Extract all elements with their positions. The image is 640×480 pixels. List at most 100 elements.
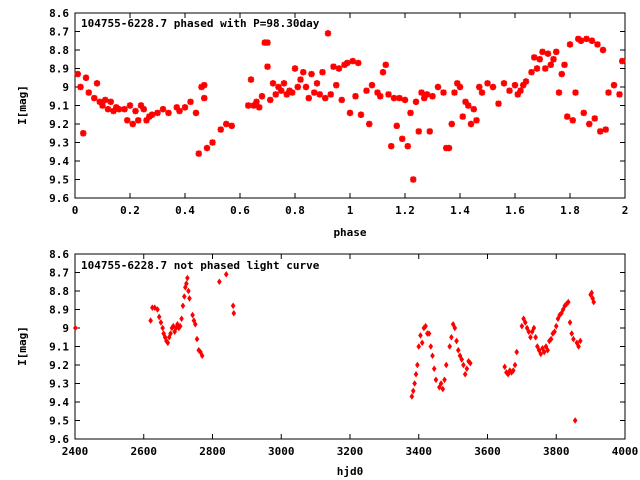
y-tick-label: 9.1	[49, 100, 69, 113]
data-point	[363, 87, 370, 94]
x-axis-label: hjd0	[337, 465, 364, 478]
data-point	[574, 339, 580, 347]
data-point	[454, 337, 459, 345]
data-point	[256, 104, 263, 111]
data-point	[536, 56, 543, 63]
data-point	[421, 94, 428, 102]
data-point	[443, 361, 449, 369]
data-point	[181, 104, 189, 111]
x-tick-label: 2800	[199, 445, 226, 458]
data-point	[478, 89, 486, 96]
data-point	[519, 322, 525, 330]
data-point	[313, 80, 321, 87]
data-point	[324, 30, 332, 37]
data-point	[426, 128, 433, 135]
y-tick-label: 9	[62, 81, 69, 94]
data-point	[195, 150, 202, 157]
data-point	[569, 330, 575, 337]
data-point	[511, 81, 519, 89]
data-point	[433, 376, 439, 384]
data-point	[572, 89, 579, 96]
chart-title: 104755-6228.7 not phased light curve	[81, 259, 320, 272]
x-tick-label: 0.4	[175, 204, 195, 217]
data-point	[393, 122, 400, 130]
data-point	[571, 335, 576, 343]
data-point	[528, 69, 535, 76]
data-point	[586, 120, 593, 128]
data-point	[566, 41, 574, 48]
data-point	[531, 324, 537, 332]
data-point	[366, 120, 373, 128]
data-point	[576, 343, 581, 350]
data-point	[192, 109, 200, 117]
data-point	[591, 115, 598, 122]
data-point	[278, 87, 285, 94]
data-point	[464, 365, 470, 372]
data-point	[447, 343, 452, 350]
phased-light-curve-panel: 0 0.2 0.4 0.6 0.8 1 1.2 1.4 1.6 1.8 2 8.6 8.7 8.8 8.9…	[16, 7, 628, 239]
data-point	[269, 80, 277, 87]
y-tick-label: 9.1	[49, 341, 69, 354]
data-point	[184, 280, 189, 287]
data-point	[396, 94, 403, 102]
y-tick-label: 9.4	[49, 155, 69, 168]
y-tick-labels: 8.6 8.7 8.8 8.9 9 9.1 9.2 9.3 9.4 9.5 9.6	[49, 7, 69, 205]
data-point	[506, 87, 513, 94]
data-point	[91, 94, 98, 102]
data-point	[382, 61, 389, 68]
x-tick-label: 0.2	[120, 204, 140, 217]
data-point	[258, 93, 266, 100]
x-tick-label: 3400	[406, 445, 433, 458]
data-point	[177, 322, 183, 330]
data-point	[561, 61, 568, 68]
data-point	[502, 363, 507, 371]
data-point	[533, 333, 538, 341]
data-point	[388, 143, 395, 150]
data-point	[412, 380, 417, 387]
data-point	[552, 328, 557, 335]
data-point	[589, 289, 594, 297]
data-point	[187, 98, 194, 105]
data-point	[514, 348, 520, 356]
data-point	[99, 102, 106, 109]
x-tick-label: 2	[622, 204, 629, 217]
data-point	[275, 83, 282, 91]
data-point	[523, 319, 528, 326]
data-point	[294, 83, 301, 91]
data-point	[520, 81, 527, 89]
data-point	[217, 126, 224, 133]
data-point	[102, 96, 109, 104]
x-tick-label: 3000	[268, 445, 295, 458]
data-point	[245, 102, 252, 109]
data-point	[297, 76, 304, 83]
data-point	[410, 176, 417, 183]
data-point	[168, 330, 173, 337]
data-point	[193, 321, 198, 328]
data-point	[528, 333, 533, 341]
data-point	[104, 106, 112, 113]
data-point	[155, 306, 160, 313]
data-point	[416, 343, 422, 350]
data-point	[156, 313, 162, 321]
data-point	[470, 106, 477, 113]
data-point	[555, 315, 561, 323]
data-point	[559, 309, 564, 317]
data-point	[247, 76, 255, 83]
data-point	[489, 83, 497, 91]
data-point	[319, 69, 326, 76]
data-point	[300, 69, 307, 76]
data-point	[461, 361, 466, 369]
data-point	[283, 91, 290, 98]
x-tick-label: 0	[72, 204, 79, 217]
data-point	[588, 37, 596, 44]
data-point	[311, 89, 318, 96]
y-tick-label: 8.8	[49, 44, 69, 57]
data-point	[180, 302, 186, 310]
data-point	[426, 330, 432, 337]
axis-ticks	[74, 253, 626, 440]
data-point	[560, 306, 566, 313]
y-tick-label: 9	[62, 322, 69, 335]
data-point	[132, 107, 139, 115]
data-point	[322, 94, 329, 102]
data-point	[517, 87, 524, 94]
